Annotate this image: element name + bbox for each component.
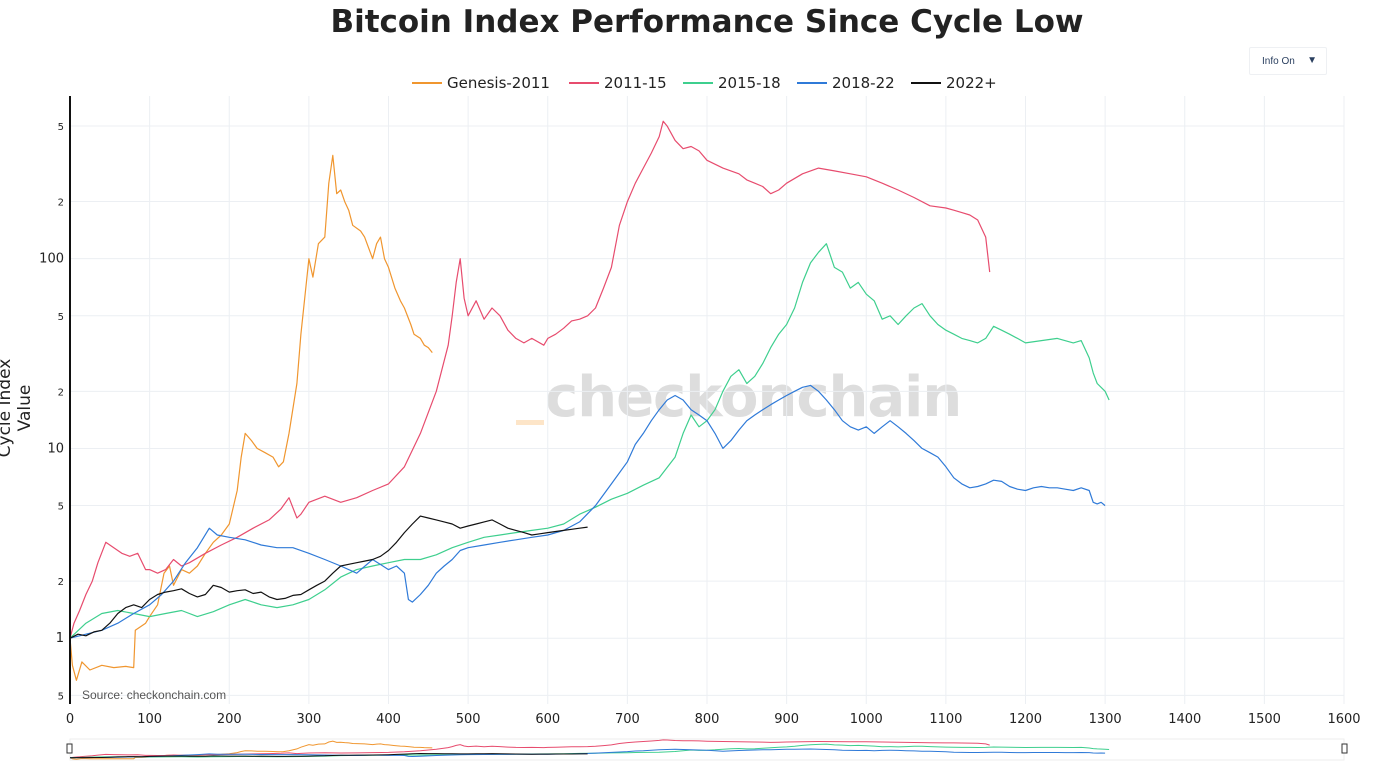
grid-lines (70, 96, 1345, 704)
source-note: Source: checkonchain.com (82, 688, 227, 702)
x-tick-label: 1200 (1009, 712, 1042, 727)
legend-swatch (911, 82, 941, 84)
watermark: checkonchain (545, 365, 962, 430)
x-tick-label: 100 (137, 712, 162, 727)
y-tick-label: 5 (58, 502, 64, 513)
x-tick-label: 600 (535, 712, 560, 727)
x-tick-label: 500 (456, 712, 481, 727)
x-tick-label: 1100 (929, 712, 962, 727)
legend-label: 2022+ (946, 74, 997, 92)
range-handle-left[interactable] (66, 743, 73, 754)
x-tick-label: 1000 (850, 712, 883, 727)
info-toggle-dropdown[interactable]: Info On ▼ (1249, 47, 1327, 75)
chart-title: Bitcoin Index Performance Since Cycle Lo… (330, 4, 1084, 40)
legend-label: Genesis-2011 (447, 74, 550, 92)
x-tick-label: 0 (66, 712, 74, 727)
x-tick-label: 300 (296, 712, 321, 727)
range-slider (66, 738, 1348, 761)
legend-label: 2011-15 (604, 74, 667, 92)
chevron-down-icon: ▼ (1307, 55, 1317, 66)
legend-swatch (569, 82, 599, 84)
info-toggle-label: Info On (1262, 56, 1295, 67)
legend-label: 2015-18 (718, 74, 781, 92)
tick-labels: 0 100 200 300 400 500 600 700 800 900 1000 1100 1200… (39, 122, 1360, 727)
y-tick-label: 2 (58, 577, 64, 588)
y-tick-label: 1 (56, 631, 64, 646)
y-tick-label: 100 (39, 252, 64, 267)
x-tick-label: 1600 (1327, 712, 1360, 727)
series-layer (69, 120, 1110, 681)
x-tick-label: 1500 (1248, 712, 1281, 727)
series-line-2018-22 (69, 384, 1106, 639)
range-handle-right[interactable] (1341, 743, 1348, 754)
y-tick-label: 5 (58, 312, 64, 323)
series-line-genesis-2011 (69, 154, 433, 681)
legend-swatch (797, 82, 827, 84)
legend-item-2022-plus[interactable]: 2022+ (911, 74, 997, 92)
x-tick-label: 800 (695, 712, 720, 727)
watermark-bar (516, 420, 544, 425)
legend-item-2011-15[interactable]: 2011-15 (569, 74, 667, 92)
y-tick-label: 5 (58, 691, 64, 702)
x-tick-label: 900 (774, 712, 799, 727)
series-line-2015-18 (69, 243, 1110, 639)
range-slider-line (69, 752, 588, 759)
x-tick-label: 1400 (1168, 712, 1201, 727)
chart-legend: Genesis-2011 2011-15 2015-18 2018-22 202… (0, 74, 1394, 94)
legend-swatch (412, 82, 442, 84)
y-tick-label: 2 (58, 198, 64, 209)
series-line-2022- (69, 515, 588, 639)
x-tick-label: 700 (615, 712, 640, 727)
legend-label: 2018-22 (832, 74, 895, 92)
y-tick-label: 10 (47, 441, 64, 456)
y-tick-label: 5 (58, 122, 64, 133)
y-tick-label: 2 (58, 387, 64, 398)
legend-item-2015-18[interactable]: 2015-18 (683, 74, 781, 92)
x-tick-label: 400 (376, 712, 401, 727)
series-line-2011-15 (69, 120, 991, 639)
legend-item-genesis-2011[interactable]: Genesis-2011 (412, 74, 550, 92)
range-slider-line (69, 748, 1106, 759)
x-tick-label: 1300 (1089, 712, 1122, 727)
legend-item-2018-22[interactable]: 2018-22 (797, 74, 895, 92)
x-tick-label: 200 (217, 712, 242, 727)
legend-swatch (683, 82, 713, 84)
